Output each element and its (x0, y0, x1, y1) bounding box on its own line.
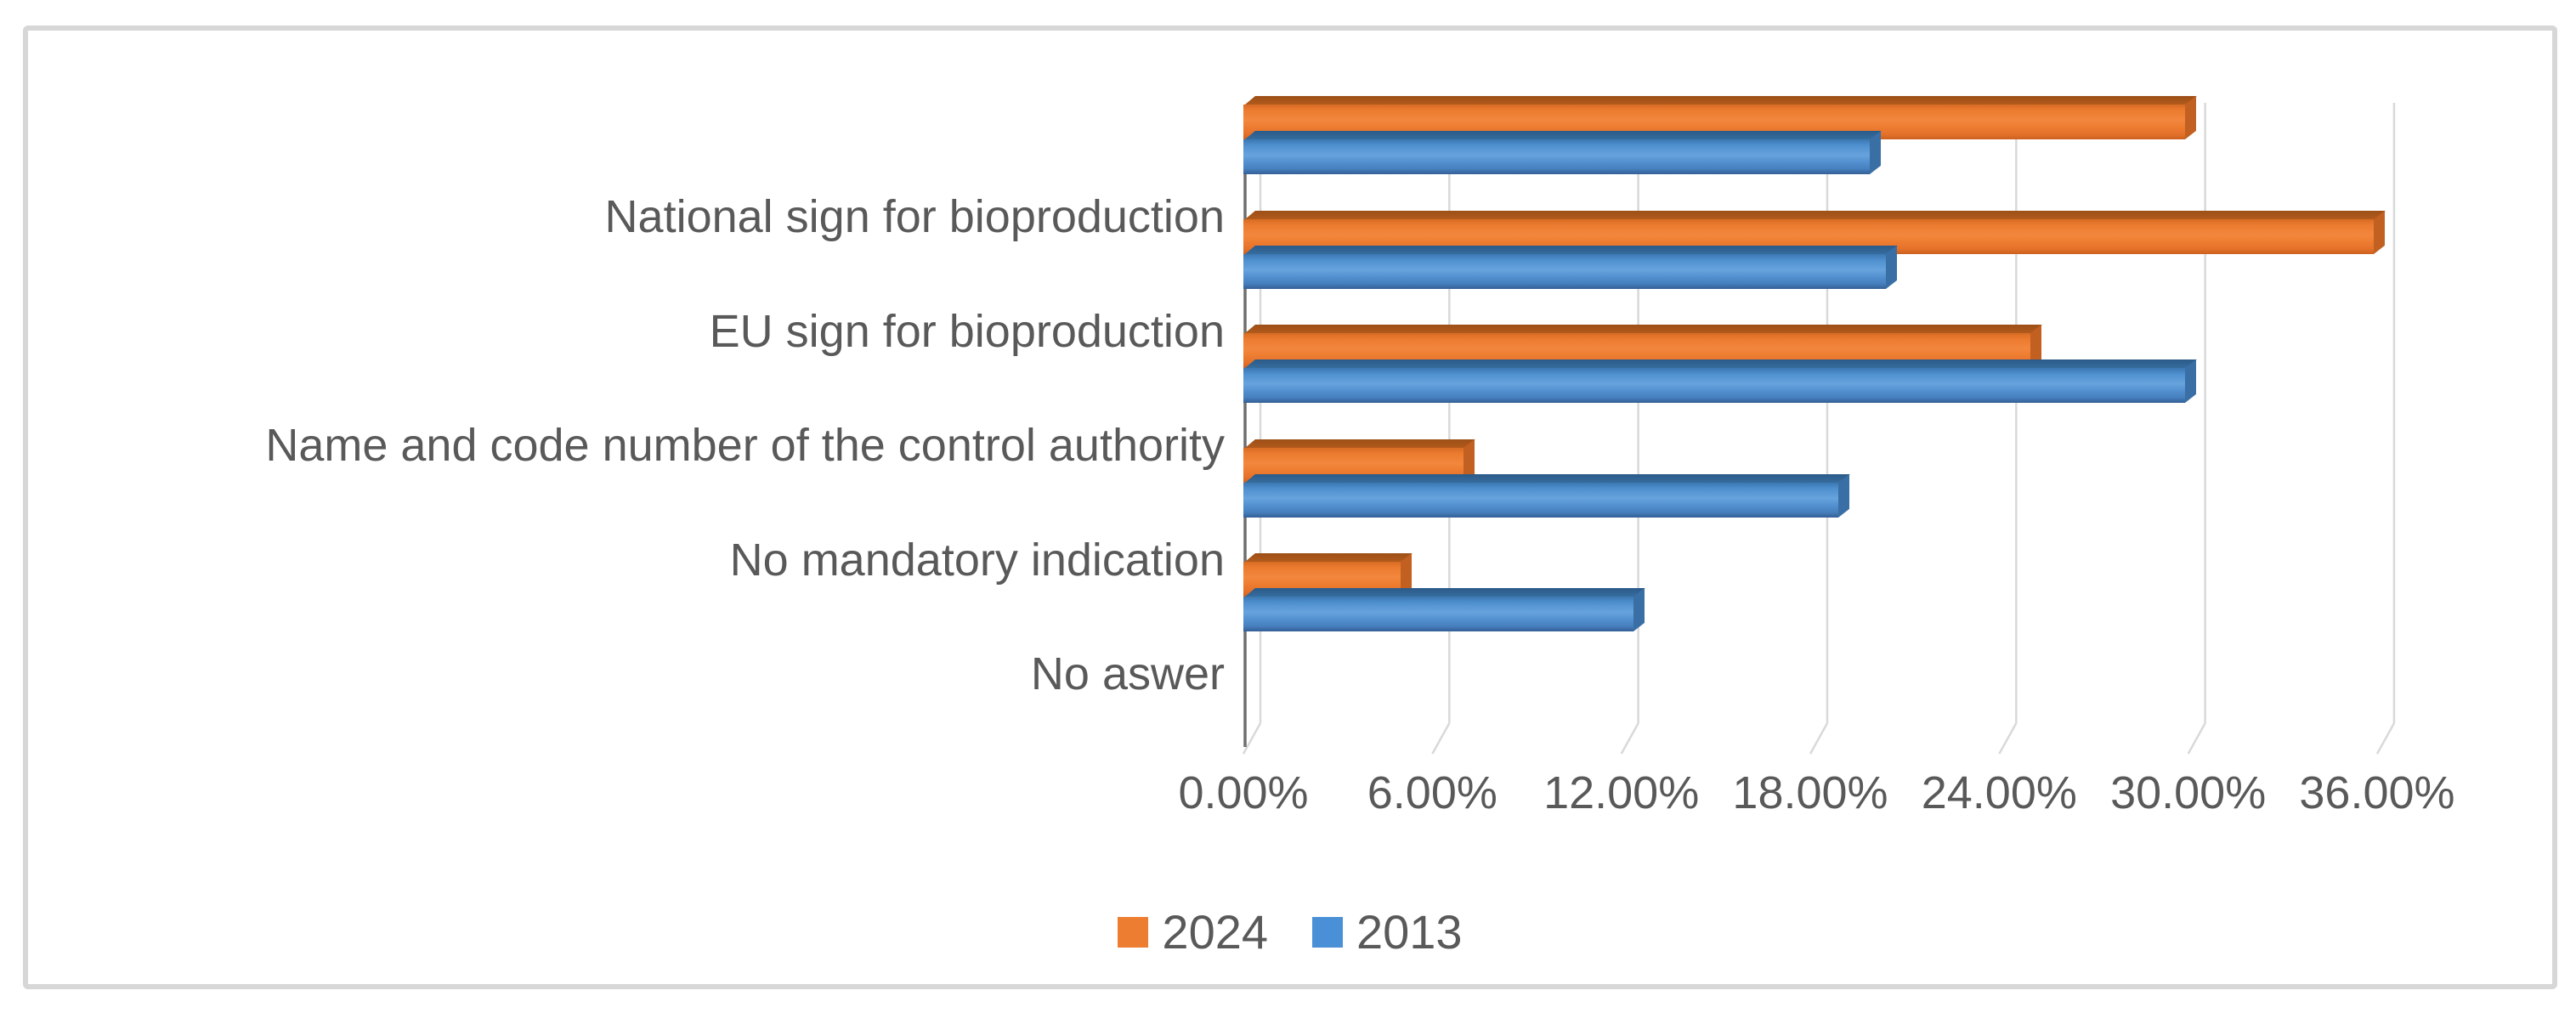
bar-topface (1245, 553, 1413, 562)
x-tick-label: 24.00% (1921, 767, 2077, 818)
bar-topface (1245, 96, 2197, 105)
legend: 2024 2013 (28, 904, 2552, 959)
bar-face (1243, 139, 1871, 174)
category-label: No aswer (1030, 648, 1225, 699)
bar-topface (1245, 245, 1898, 254)
x-tick-label: 12.00% (1543, 767, 1700, 818)
plot-area (1242, 95, 2500, 783)
bar-2013-cat2 (1243, 245, 1898, 289)
category-label: No mandatory indication (729, 534, 1225, 586)
category-label: EU sign for bioproduction (709, 305, 1225, 357)
legend-swatch-icon (1118, 916, 1149, 948)
legend-swatch-icon (1312, 916, 1343, 948)
bar-face (1243, 597, 1634, 631)
axis-floor-tick (2375, 722, 2396, 755)
category-label: National sign for bioproduction (604, 191, 1225, 242)
bar-2013-cat3 (1243, 359, 2197, 403)
bar-face (1243, 368, 2185, 403)
axis-floor-tick (1431, 722, 1451, 755)
x-tick-label: 0.00% (1178, 767, 1309, 818)
x-tick-label: 30.00% (2110, 767, 2267, 818)
x-tick-label: 6.00% (1367, 767, 1497, 818)
bar-2013-cat5 (1243, 587, 1646, 631)
category-label: Name and code number of the control auth… (265, 420, 1225, 471)
legend-label: 2013 (1356, 905, 1463, 959)
axis-floor-tick (1620, 722, 1639, 755)
bar-topface (1245, 439, 1476, 448)
legend-item-2024: 2024 (1118, 904, 1268, 959)
legend-item-2013: 2013 (1312, 904, 1463, 959)
axis-floor-tick (1998, 722, 2018, 755)
bar-face (1243, 253, 1886, 289)
bar-topface (1245, 473, 1851, 483)
x-tick-label: 36.00% (2299, 767, 2455, 818)
bar-face (1243, 482, 1839, 518)
bar-topface (1245, 325, 2043, 333)
bar-topface (1245, 588, 1646, 597)
bar-topface (1245, 210, 2386, 219)
x-tick-label: 18.00% (1732, 767, 1888, 818)
bar-topface (1245, 359, 2197, 368)
axis-floor-tick (2187, 722, 2206, 755)
axis-floor-tick (1809, 722, 1829, 755)
bar-2013-cat1 (1243, 130, 1882, 174)
bar-2013-cat4 (1243, 473, 1851, 518)
bar-topface (1245, 131, 1882, 139)
axis-3d-wall-edge (1243, 103, 1262, 747)
axis-floor-tick (1242, 722, 1262, 755)
figure-frame: National sign for bioproduction EU sign f… (23, 25, 2557, 989)
legend-label: 2024 (1162, 905, 1268, 959)
